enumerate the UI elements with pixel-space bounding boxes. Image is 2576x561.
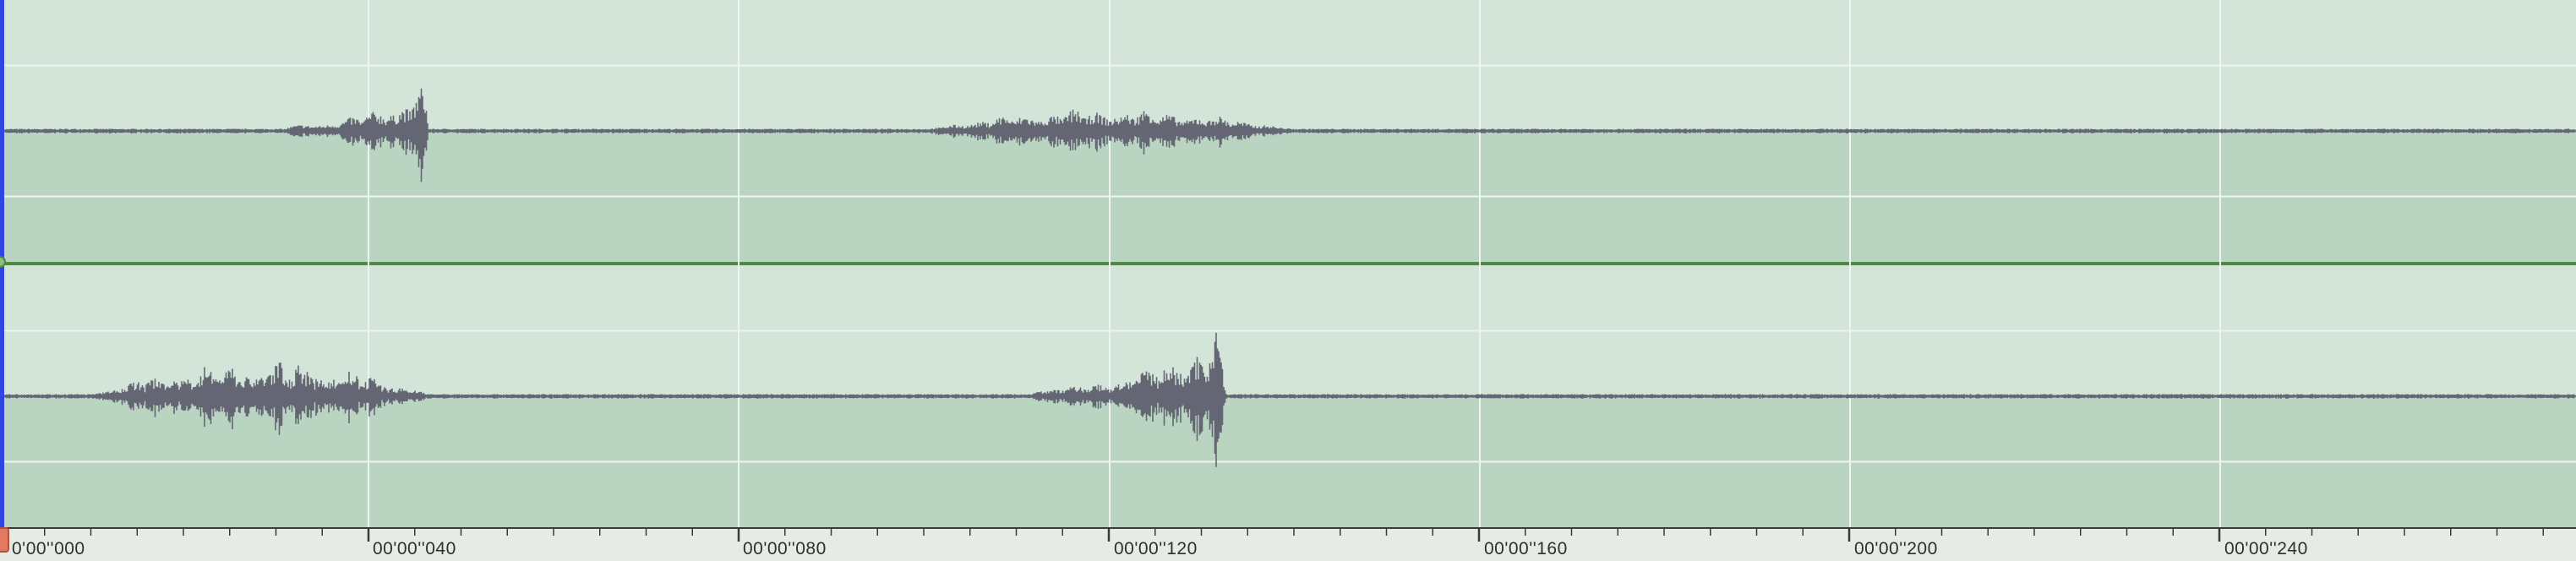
- grid-lines: [0, 64, 2576, 463]
- channel-backgrounds: [0, 0, 2576, 527]
- timeline-label: 00'00''040: [373, 539, 456, 558]
- channel-divider: [0, 262, 2576, 265]
- waveforms: [3, 88, 2576, 467]
- playhead-marker-icon[interactable]: [0, 527, 9, 553]
- channel-divider-handle-icon[interactable]: [0, 256, 6, 268]
- timeline-label: 0'00''000: [12, 539, 85, 558]
- timeline-label: 00'00''200: [1854, 539, 1938, 558]
- timeline-label: 00'00''160: [1484, 539, 1568, 558]
- timeline-ruler[interactable]: [0, 527, 2576, 561]
- timeline-label: 00'00''080: [743, 539, 827, 558]
- waveform-channel: [3, 88, 2576, 182]
- timeline-label: 00'00''120: [1114, 539, 1198, 558]
- timeline-label: 00'00''240: [2224, 539, 2308, 558]
- ruler-background: [0, 527, 2576, 561]
- waveform-channel: [3, 332, 2576, 467]
